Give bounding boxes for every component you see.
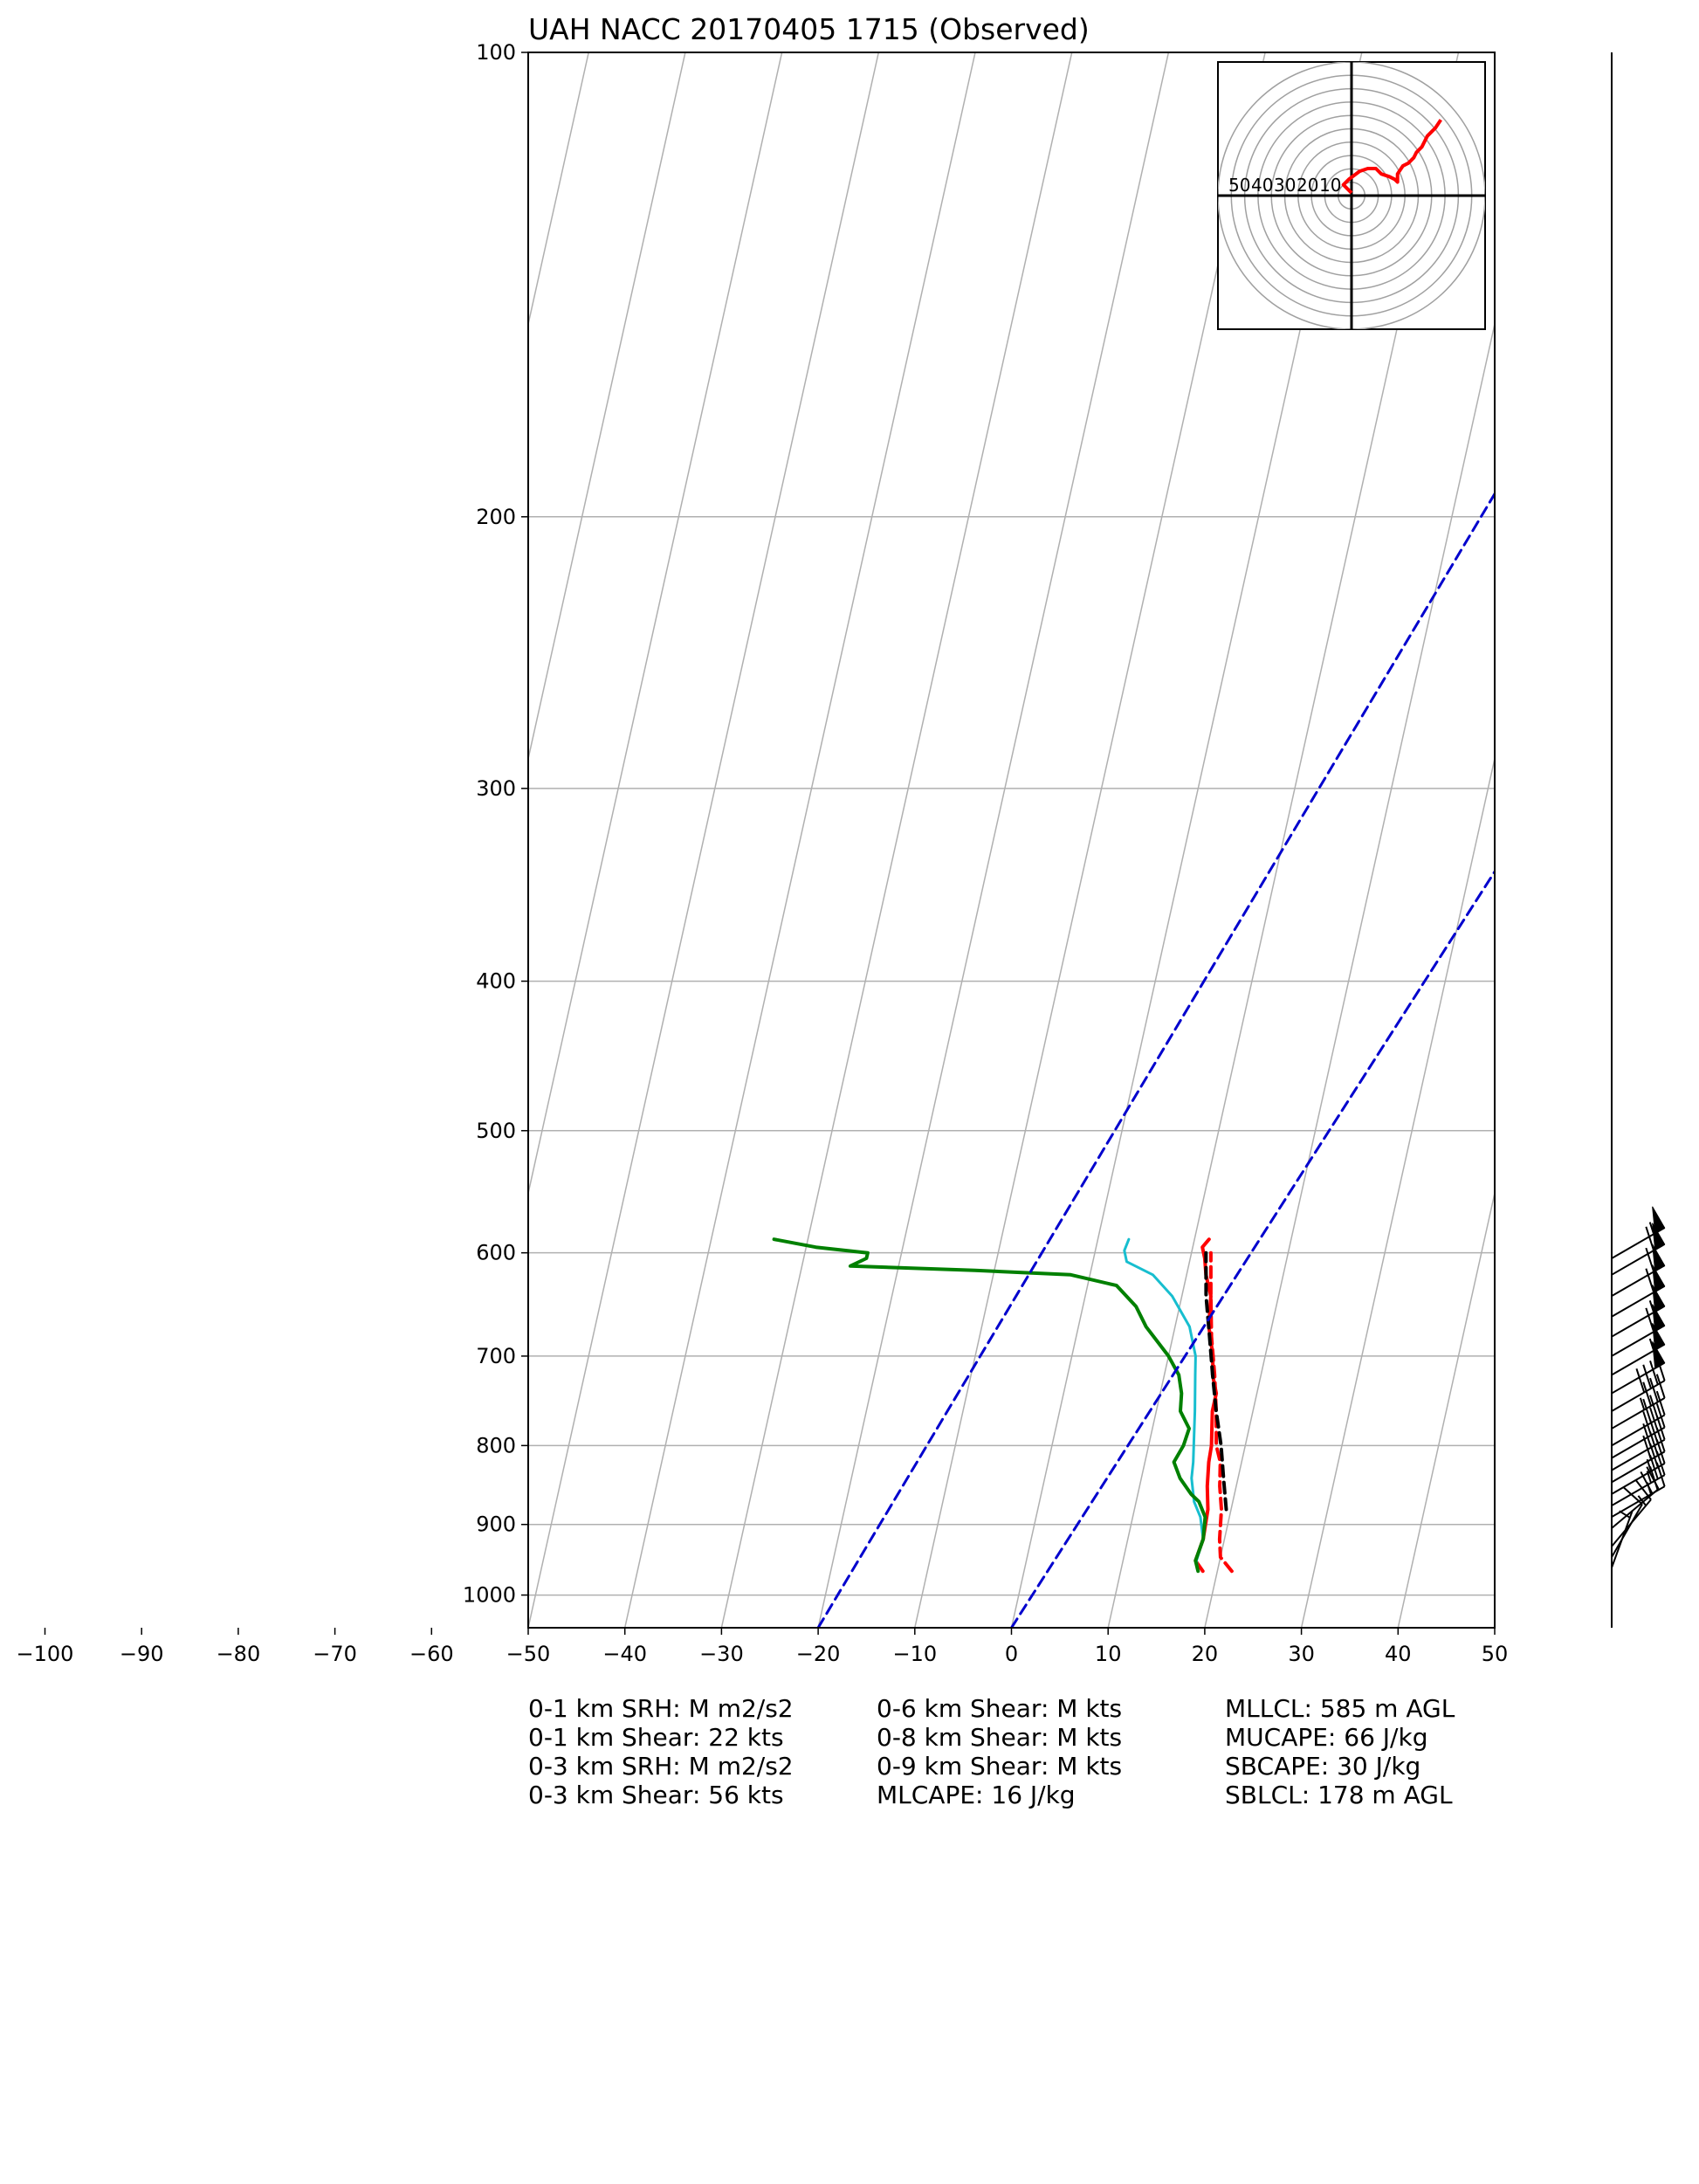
stat-srh-0-3: 0-3 km SRH: M m2/s2	[528, 1752, 794, 1781]
stat-shear-0-1: 0-1 km Shear: 22 kts	[528, 1723, 784, 1752]
series-line-2	[1204, 1250, 1228, 1512]
stat-shear-0-6: 0-6 km Shear: M kts	[877, 1694, 1123, 1723]
wind-barb	[1611, 1374, 1666, 1430]
x-tick-label: 10	[1095, 1642, 1122, 1666]
stat-shear-0-3: 0-3 km Shear: 56 kts	[528, 1781, 784, 1809]
isotherm-gridline	[528, 52, 589, 327]
stat-shear-0-8: 0-8 km Shear: M kts	[877, 1723, 1123, 1752]
hodograph-ring-label: 20	[1297, 175, 1318, 196]
isotherm-gridline	[623, 52, 976, 1628]
stat-sblcl: SBLCL: 178 m AGL	[1225, 1781, 1453, 1809]
x-tick-label: 20	[1192, 1642, 1219, 1666]
isotherm-gridline	[0, 52, 9, 1628]
x-tick-label: −20	[796, 1642, 841, 1666]
y-tick-label: 1000	[463, 1583, 516, 1608]
y-tick-label: 300	[476, 776, 516, 801]
hodograph-trace	[1341, 119, 1442, 195]
isotherm-gridline	[528, 52, 880, 1628]
stat-srh-0-1: 0-1 km SRH: M m2/s2	[528, 1694, 794, 1723]
isotherm-gridline	[0, 52, 299, 1628]
wind-barb	[1611, 1206, 1666, 1259]
y-tick-label: 800	[476, 1433, 516, 1457]
x-tick-label: 50	[1482, 1642, 1509, 1666]
x-tick-label: −90	[120, 1642, 164, 1666]
series-line-1	[1208, 1250, 1234, 1574]
hodograph-ring-label: 10	[1319, 175, 1341, 196]
series-lines	[772, 491, 1495, 1628]
wind-barb	[1611, 1486, 1643, 1558]
wind-barb	[1611, 1416, 1666, 1471]
isotherm-gridline	[528, 52, 686, 762]
y-axis-ticks: 100 200 300 400 500 600 700 800 900 1000	[463, 40, 528, 1608]
stat-sbcape: SBCAPE: 30 J/kg	[1225, 1752, 1421, 1781]
hodograph-ring-labels: 50 40 30 20 10	[1228, 175, 1341, 196]
y-tick-label: 700	[476, 1344, 516, 1368]
stats-column-2: 0-6 km Shear: M kts 0-8 km Shear: M kts …	[877, 1694, 1122, 1809]
series-line-4	[772, 1237, 1207, 1574]
hodograph-ring-label: 40	[1251, 175, 1273, 196]
x-tick-label: −40	[602, 1642, 647, 1666]
x-tick-label: −80	[217, 1642, 261, 1666]
series-line-6	[1010, 869, 1495, 1628]
wind-barbs	[1611, 52, 1666, 1628]
x-tick-label: −10	[892, 1642, 937, 1666]
isotherm-gridline	[0, 52, 202, 1628]
x-tick-label: −50	[506, 1642, 551, 1666]
chart-title: UAH NACC 20170405 1715 (Observed)	[528, 12, 1090, 46]
isotherm-gridline	[1300, 755, 1495, 1628]
hodograph-inset: 50 40 30 20 10	[1217, 61, 1486, 330]
isotherm-gridline	[1494, 1624, 1495, 1628]
y-tick-label: 600	[476, 1241, 516, 1265]
stat-shear-0-9: 0-9 km Shear: M kts	[877, 1752, 1123, 1781]
x-tick-label: −60	[409, 1642, 454, 1666]
x-tick-label: −30	[699, 1642, 744, 1666]
wind-barb	[1611, 1403, 1666, 1459]
y-tick-label: 900	[476, 1512, 516, 1537]
y-tick-label: 200	[476, 505, 516, 529]
isotherm-gridline	[1397, 1189, 1495, 1628]
stat-mllcl: MLLCL: 585 m AGL	[1225, 1694, 1455, 1723]
stats-column-3: MLLCL: 585 m AGL MUCAPE: 66 J/kg SBCAPE:…	[1225, 1694, 1455, 1809]
isotherm-gridline	[0, 52, 106, 1628]
y-tick-label: 400	[476, 969, 516, 994]
wind-barb	[1611, 1244, 1666, 1298]
isotherm-gridline	[45, 52, 396, 1628]
isotherm-gridline	[141, 52, 492, 1628]
x-tick-label: −100	[17, 1642, 74, 1666]
y-tick-label: 100	[476, 40, 516, 65]
y-tick-label: 500	[476, 1119, 516, 1143]
isotherm-gridline	[914, 52, 1266, 1628]
series-line-3	[1123, 1237, 1205, 1573]
stat-mlcape: MLCAPE: 16 J/kg	[877, 1781, 1076, 1809]
isotherm-gridline	[528, 52, 783, 1196]
stat-mucape: MUCAPE: 66 J/kg	[1225, 1723, 1428, 1752]
grid-lines	[0, 52, 1495, 1628]
isotherm-gridline	[720, 52, 1073, 1628]
stats-column-1: 0-1 km SRH: M m2/s2 0-1 km Shear: 22 kts…	[528, 1694, 794, 1809]
x-tick-label: 0	[1005, 1642, 1018, 1666]
series-line-5	[816, 491, 1495, 1628]
wind-barb	[1611, 1390, 1666, 1447]
x-tick-label: 30	[1288, 1642, 1315, 1666]
x-tick-label: −70	[313, 1642, 357, 1666]
isotherm-gridline	[817, 52, 1170, 1628]
hodograph-ring-label: 30	[1274, 175, 1296, 196]
hodograph-ring-label: 50	[1228, 175, 1250, 196]
x-axis-ticks: −100 −90 −80 −70 −60 −50 −40 −30 −20 −10 0 10 20 30 40…	[17, 1628, 1509, 1666]
x-tick-label: 40	[1385, 1642, 1412, 1666]
isotherm-gridline	[1204, 320, 1495, 1628]
